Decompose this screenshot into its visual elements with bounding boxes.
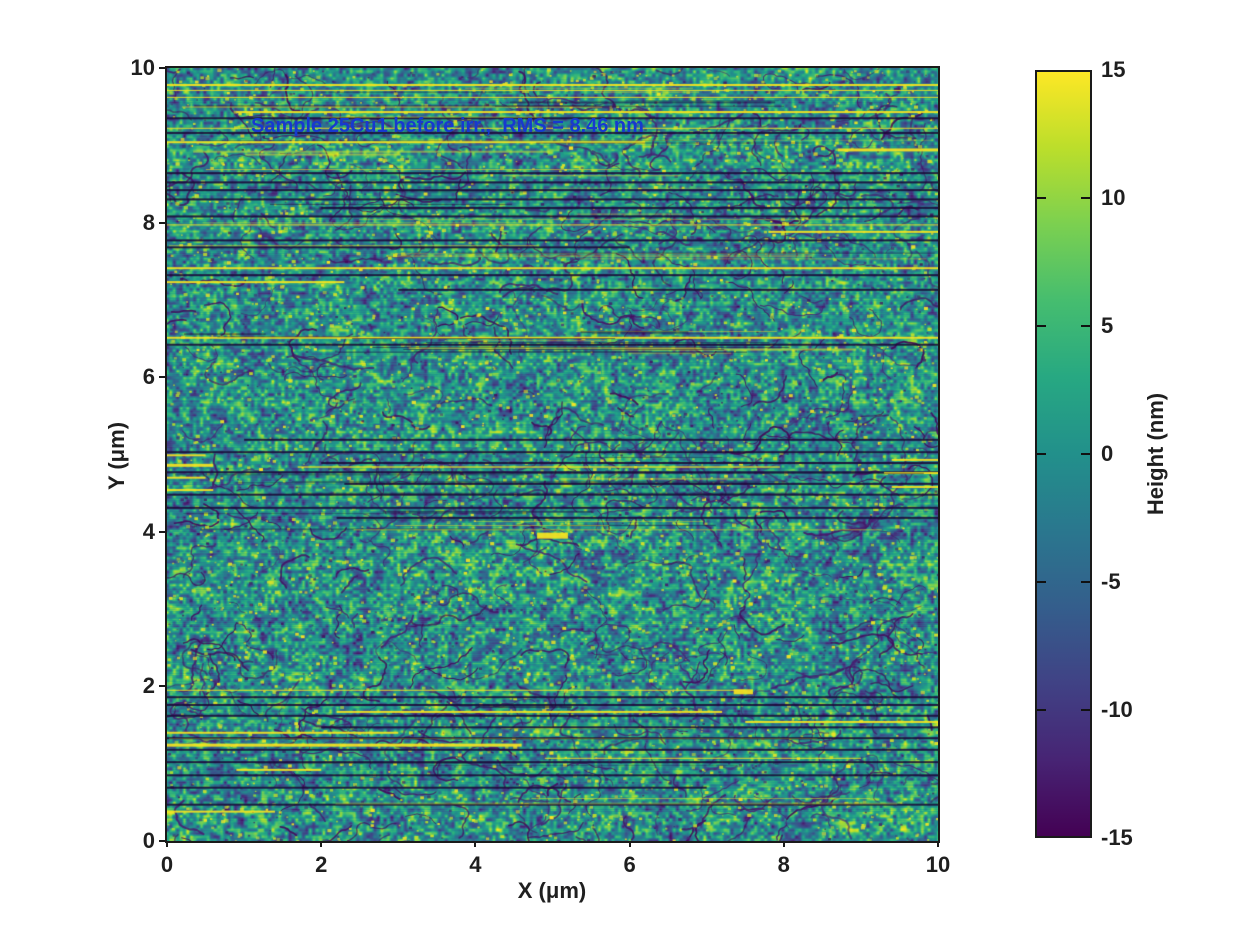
colorbar-tick-mark — [1081, 325, 1090, 327]
x-tick-label: 6 — [623, 852, 636, 877]
colorbar-tick-mark — [1081, 581, 1090, 583]
x-tick-label: 8 — [777, 852, 790, 877]
colorbar-tick-mark — [1081, 197, 1090, 199]
x-axis-label: X (μm) — [517, 878, 587, 903]
y-tick-label: 4 — [142, 518, 155, 544]
y-tick-label: 8 — [142, 209, 155, 235]
y-tick-mark — [159, 376, 165, 379]
colorbar-tick-label: -10 — [1101, 697, 1133, 722]
colorbar-tick-label: -15 — [1101, 825, 1133, 850]
colorbar-tick-mark — [1037, 453, 1046, 455]
y-tick-label: 2 — [142, 673, 155, 699]
x-tick-label: 10 — [925, 852, 951, 877]
colorbar-tick-label: 15 — [1101, 57, 1126, 82]
sample-annotation: Sample 25Cu1 before irr., RMS = 8.46 nm — [251, 115, 644, 137]
y-tick-label: 6 — [142, 364, 155, 390]
y-tick-mark — [159, 221, 165, 224]
x-tick-label: 4 — [469, 852, 482, 877]
x-tick-mark — [937, 841, 939, 847]
colorbar-tick-label: 10 — [1101, 185, 1126, 210]
y-axis-label: Y (μm) — [104, 421, 129, 491]
colorbar-tick-mark — [1037, 197, 1046, 199]
x-tick-mark — [166, 841, 168, 847]
x-tick-mark — [320, 841, 323, 847]
heatmap-plot: Sample 25Cu1 before irr., RMS = 8.46 nm — [165, 66, 940, 843]
y-tick-label: 0 — [142, 828, 155, 853]
colorbar-tick-label: 0 — [1101, 441, 1114, 466]
x-tick-label: 2 — [315, 852, 328, 877]
x-tick-mark — [782, 841, 785, 847]
x-tick-mark — [628, 841, 631, 847]
y-tick-mark — [159, 530, 165, 533]
colorbar-tick-mark — [1037, 709, 1046, 711]
colorbar-tick-label: -5 — [1101, 569, 1121, 594]
y-tick-label: 10 — [130, 55, 155, 80]
y-tick-mark — [159, 67, 165, 69]
colorbar-tick-mark — [1081, 709, 1090, 711]
y-tick-mark — [159, 685, 165, 688]
colorbar-tick-label: 5 — [1101, 313, 1114, 338]
afm-heightmap-image — [167, 68, 938, 841]
x-tick-label: 0 — [160, 852, 174, 877]
colorbar-label: Height (nm) — [1143, 392, 1168, 516]
x-tick-mark — [474, 841, 477, 847]
colorbar-tick-mark — [1037, 325, 1046, 327]
colorbar-tick-mark — [1081, 453, 1090, 455]
colorbar-tick-mark — [1037, 581, 1046, 583]
y-tick-mark — [159, 840, 165, 842]
